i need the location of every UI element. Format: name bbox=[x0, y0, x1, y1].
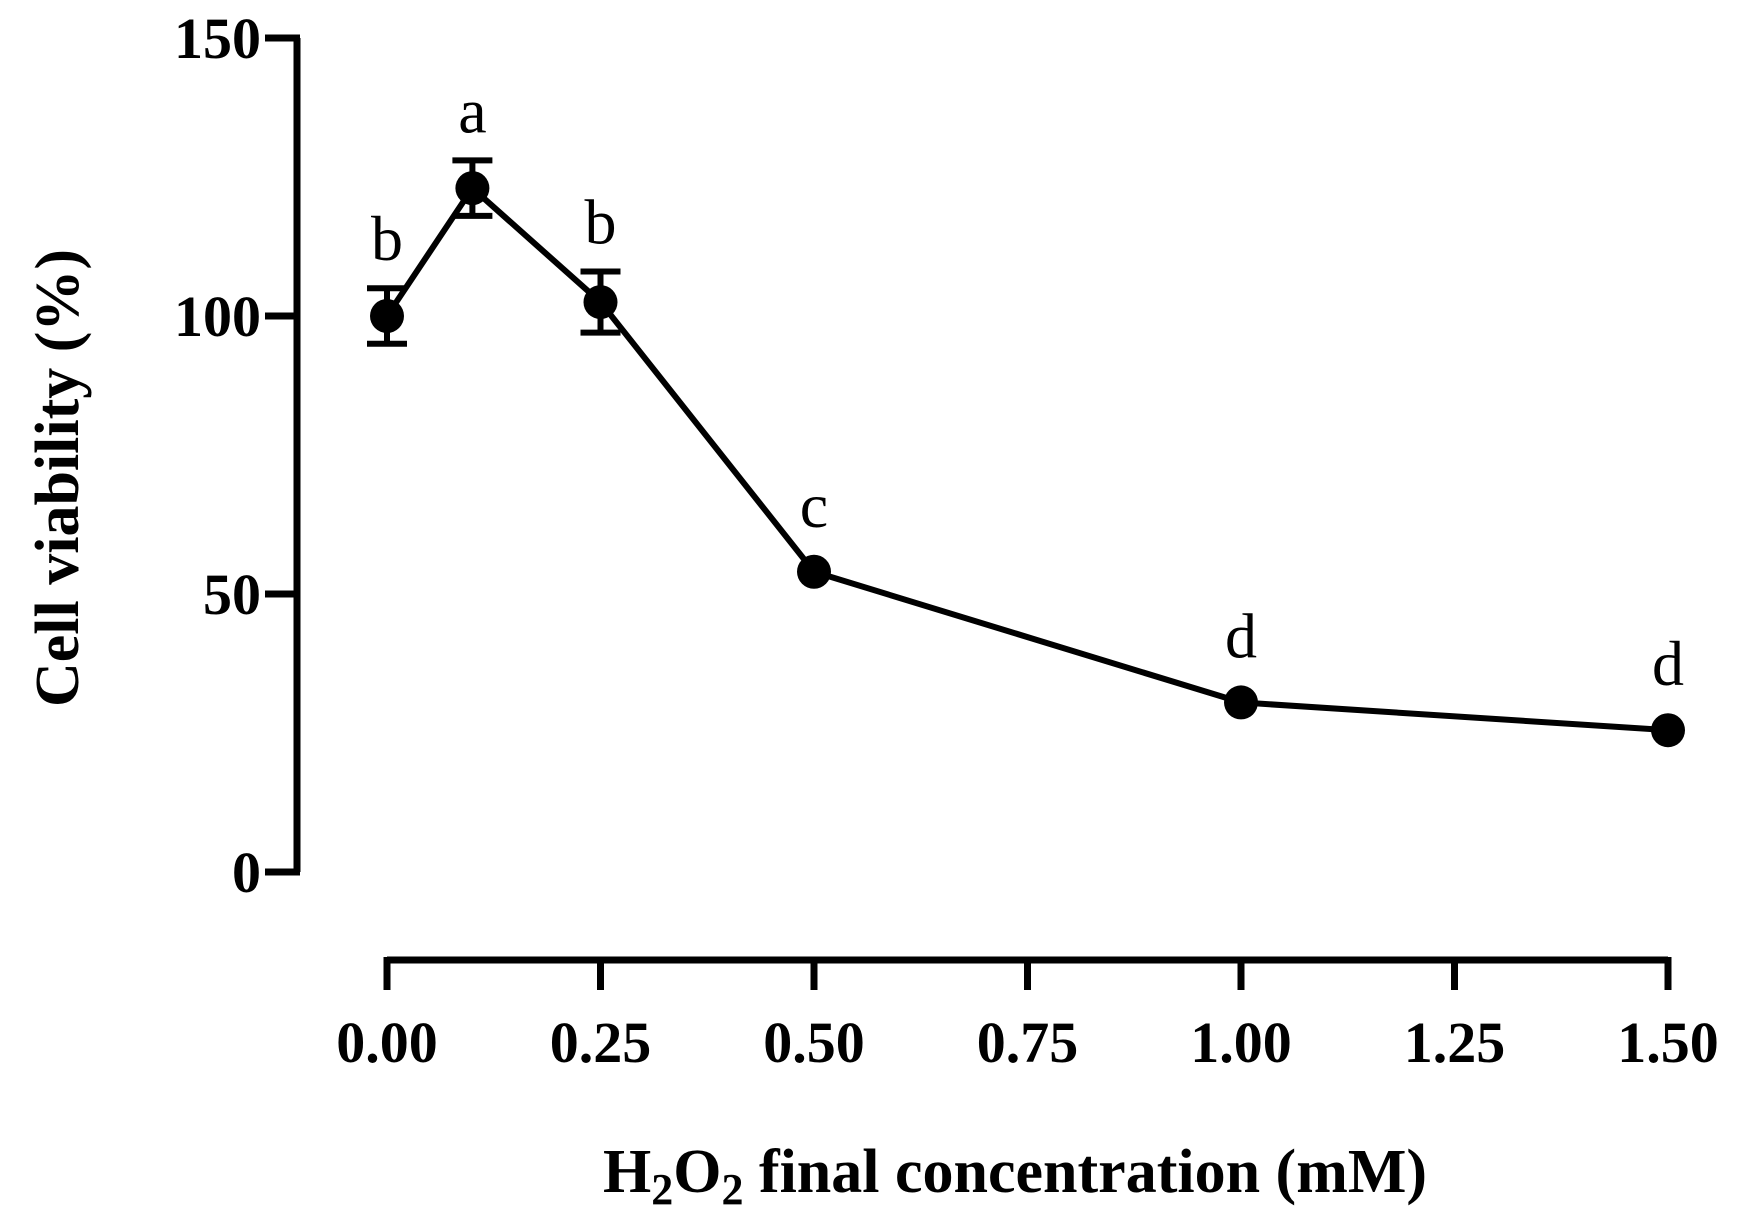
x-axis-title: H2O2 final concentration (mM) bbox=[603, 1138, 1427, 1214]
y-tick-label: 50 bbox=[203, 562, 261, 627]
x-tick-label: 0.00 bbox=[336, 1010, 438, 1075]
data-point bbox=[455, 171, 490, 206]
data-point bbox=[797, 554, 831, 589]
data-point bbox=[583, 285, 618, 320]
data-point bbox=[1651, 713, 1685, 748]
y-tick-label: 150 bbox=[174, 6, 261, 71]
x-axis-title-part: O bbox=[673, 1138, 721, 1206]
axes bbox=[265, 34, 1672, 990]
significance-label: c bbox=[800, 470, 828, 541]
x-axis-title-part: H bbox=[603, 1138, 651, 1206]
x-tick-label: 0.25 bbox=[550, 1010, 652, 1075]
data-point bbox=[370, 299, 404, 333]
y-axis-title: Cell viability (%) bbox=[24, 249, 92, 707]
x-tick-label: 1.25 bbox=[1404, 1010, 1506, 1075]
x-tick-label: 0.75 bbox=[977, 1010, 1079, 1075]
significance-label: d bbox=[1225, 600, 1257, 671]
x-axis-title-subscript: 2 bbox=[721, 1165, 743, 1214]
x-tick-label: 0.50 bbox=[763, 1010, 865, 1075]
x-axis-title-part: final concentration (mM) bbox=[743, 1138, 1427, 1206]
tick-labels: 0 50 100 150 0.00 0.25 0.50 0.75 1.00 1.25 1.50 bbox=[174, 6, 1719, 1075]
significance-label: d bbox=[1652, 628, 1684, 699]
y-tick-label: 0 bbox=[232, 840, 261, 905]
series-line bbox=[384, 185, 1669, 734]
significance-label: a bbox=[458, 75, 486, 146]
significance-label: b bbox=[585, 187, 617, 258]
x-tick-label: 1.50 bbox=[1617, 1010, 1719, 1075]
significance-label: b bbox=[371, 203, 403, 274]
data-point bbox=[1224, 685, 1258, 720]
y-tick-label: 100 bbox=[174, 284, 261, 349]
x-axis-title-subscript: 2 bbox=[651, 1165, 673, 1214]
x-tick-label: 1.00 bbox=[1190, 1010, 1292, 1075]
